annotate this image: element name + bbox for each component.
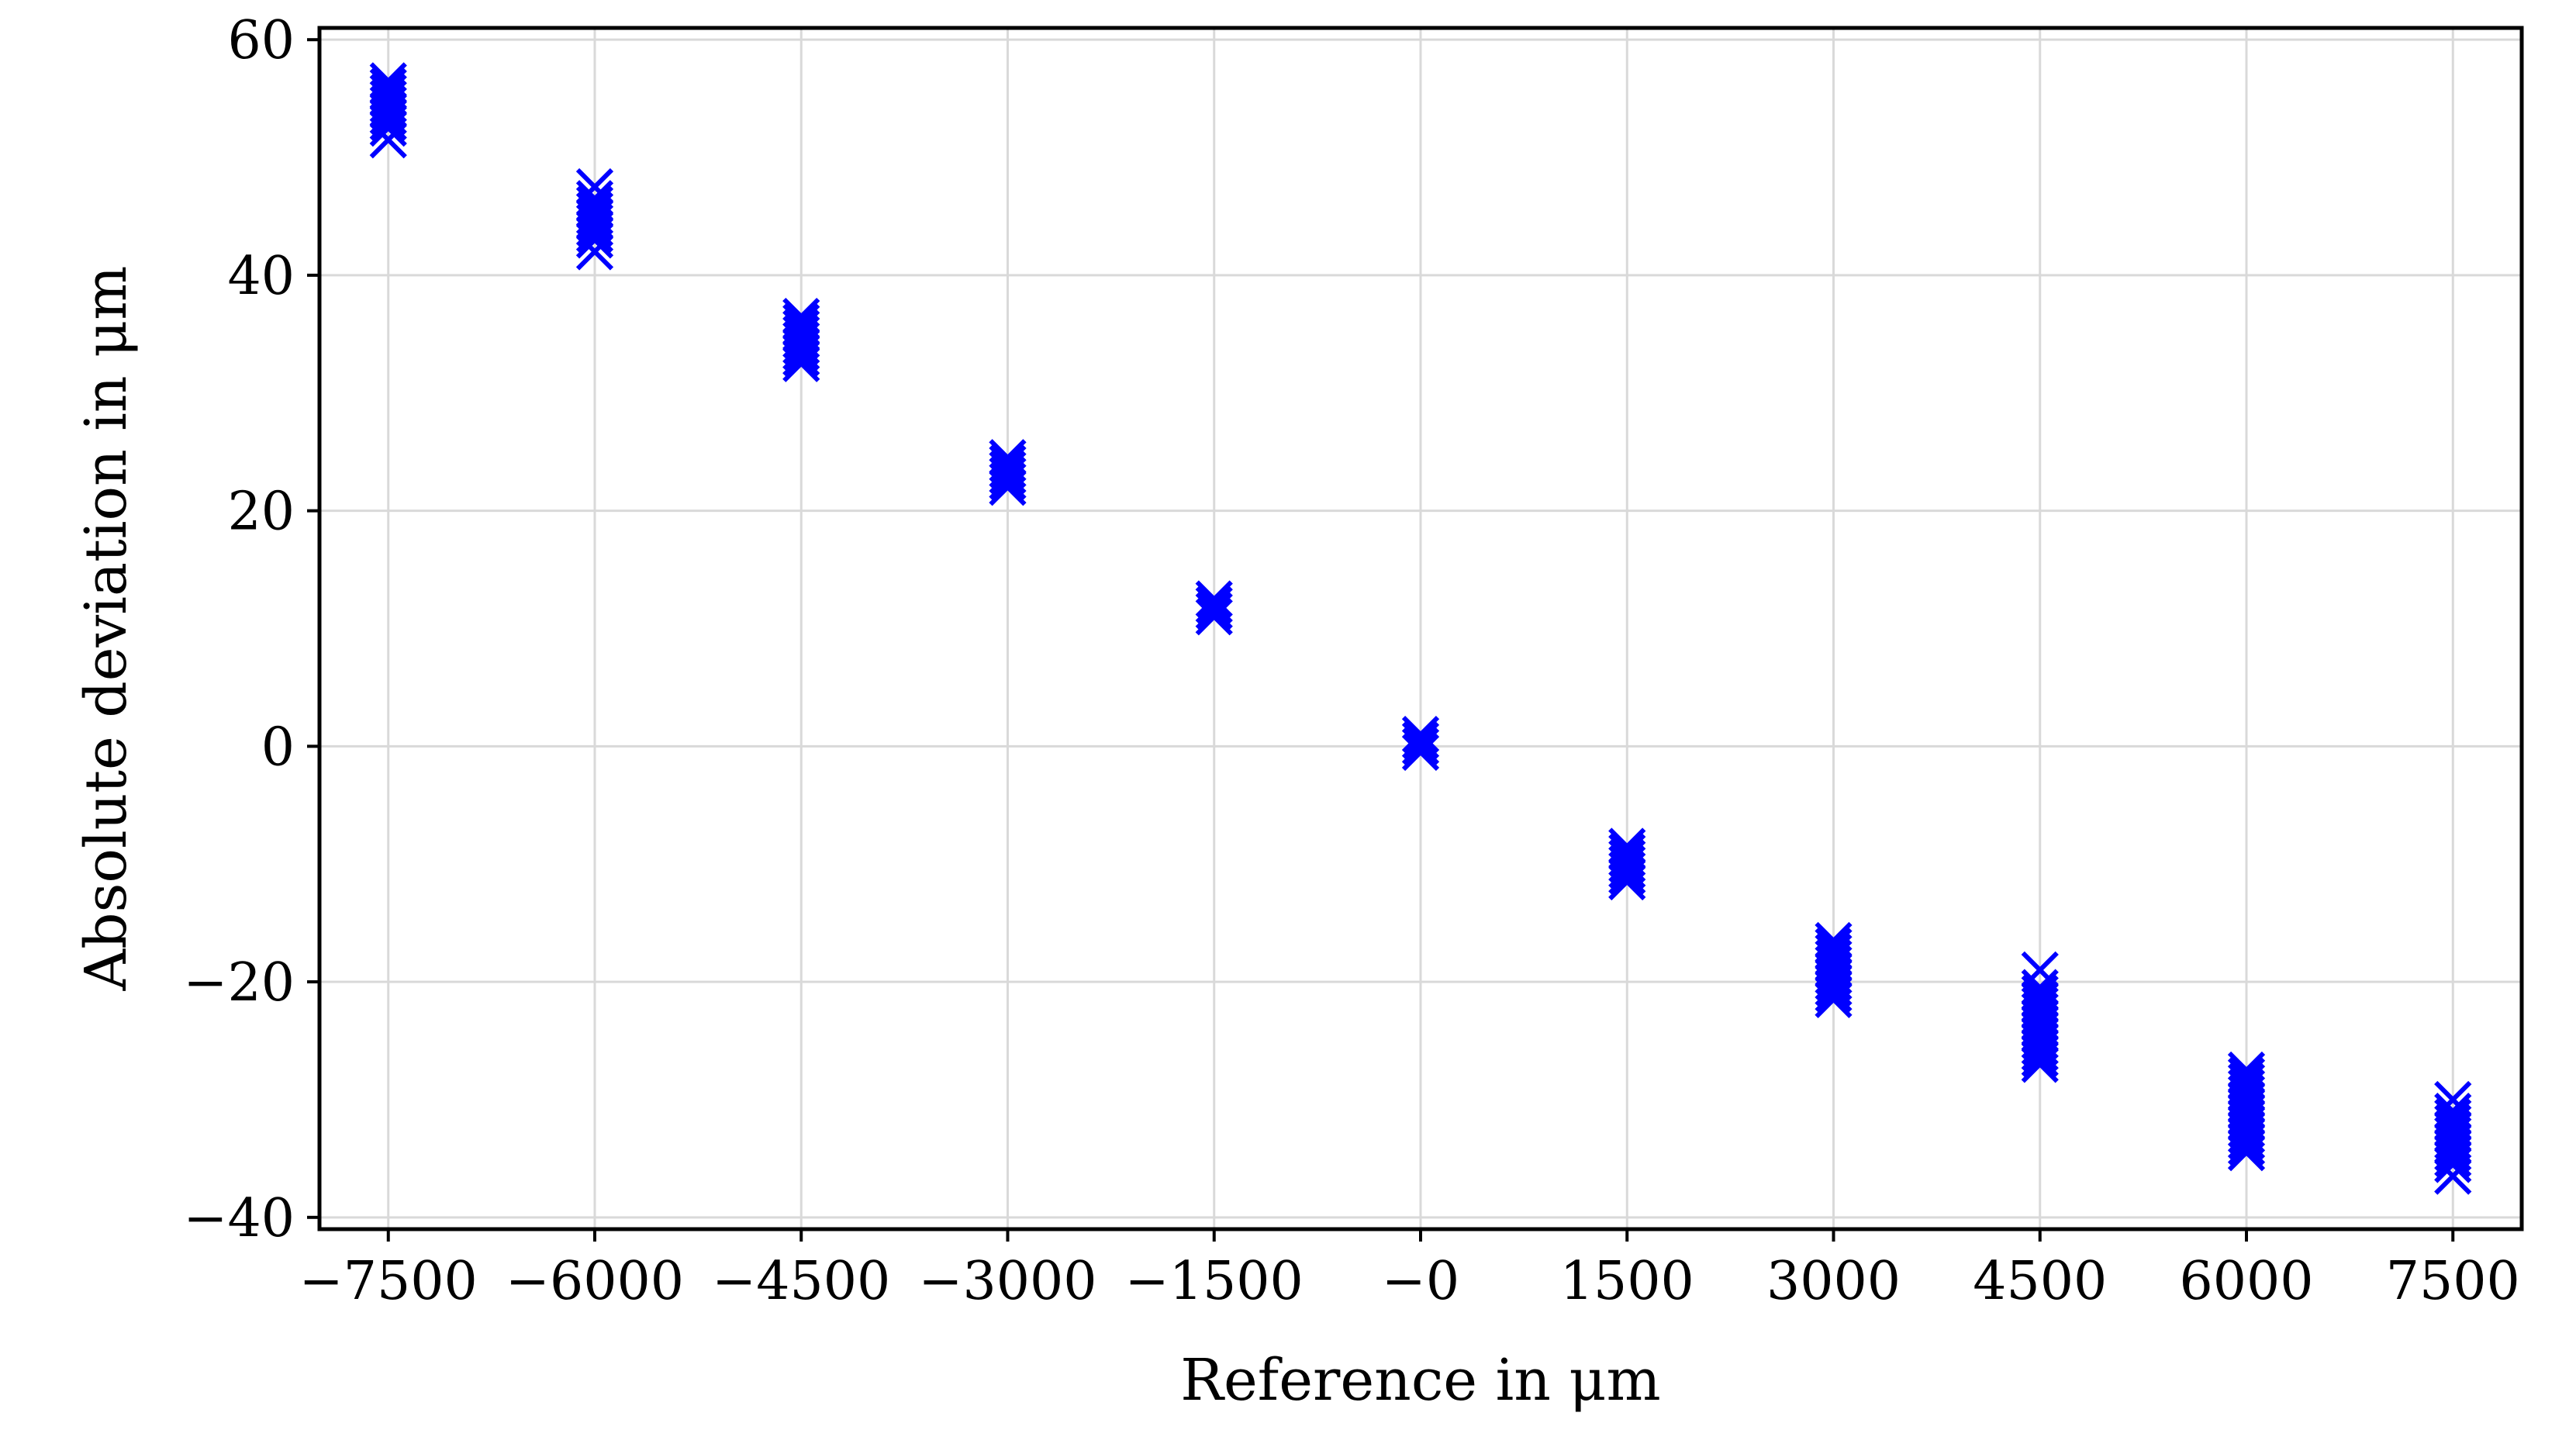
data-point-x-marker [1401,721,1440,759]
data-point-x-marker [782,315,820,353]
data-point-x-marker [782,303,820,341]
data-point-x-marker [2434,1080,2472,1119]
y-tick-label: 20 [227,482,295,543]
data-point-x-marker [782,309,820,347]
data-point-x-marker [2434,1110,2472,1148]
x-tick-label: −3000 [918,1251,1096,1312]
x-tick-label: −0 [1382,1251,1459,1312]
data-point-x-marker [575,185,614,223]
data-point-x-marker [2227,1057,2266,1095]
data-point-x-marker [2021,969,2059,1007]
data-point-x-marker [1608,833,1646,872]
x-axis-ticks: −7500 −6000 −4500 −3000 −1500 −0 1500 3000 4500 6… [299,1229,2520,1312]
y-tick-label: 0 [261,717,295,778]
y-tick-label: −40 [183,1188,295,1249]
data-point-x-marker [989,451,1027,489]
data-point-x-marker [369,62,407,100]
data-point-x-marker [1815,927,1853,965]
data-point-x-marker [1608,827,1646,865]
x-tick-label: 3000 [1766,1251,1901,1312]
data-point-x-marker [2021,980,2059,1018]
data-point-x-marker [2227,1051,2266,1090]
data-point-x-marker [369,67,407,106]
data-point-x-marker [575,197,614,236]
data-point-x-marker [989,439,1027,477]
x-tick-label: 7500 [2386,1251,2520,1312]
data-point-x-marker [575,168,614,206]
data-point-x-marker [782,297,820,336]
data-point-x-marker [369,79,407,118]
data-point-x-marker [1815,939,1853,977]
data-points [369,62,2472,1195]
data-point-x-marker [1195,598,1233,636]
data-point-x-marker [1195,592,1233,630]
y-tick-label: 40 [227,246,295,307]
data-point-x-marker [2227,1069,2266,1107]
y-tick-label: 60 [227,10,295,71]
data-point-x-marker [2021,986,2059,1024]
data-point-x-marker [1401,716,1440,754]
data-point-x-marker [1195,580,1233,618]
x-axis-label: Reference in μm [1180,1347,1660,1414]
y-axis-label: Absolute deviation in μm [73,266,140,992]
data-point-x-marker [1608,839,1646,877]
data-point-x-marker [1608,845,1646,883]
data-point-x-marker [2227,1063,2266,1101]
x-tick-label: 6000 [2179,1251,2313,1312]
data-point-x-marker [369,74,407,112]
y-tick-label: −20 [183,952,295,1014]
data-point-x-marker [1815,933,1853,972]
data-point-x-marker [2021,951,2059,990]
data-point-x-marker [1195,586,1233,624]
x-tick-label: 1500 [1560,1251,1694,1312]
data-point-x-marker [1401,733,1440,772]
data-point-x-marker [989,444,1027,483]
data-point-x-marker [2434,1093,2472,1131]
data-point-x-marker [1815,921,1853,960]
data-point-x-marker [1401,727,1440,765]
data-point-x-marker [575,180,614,218]
x-tick-label: 4500 [1973,1251,2107,1312]
y-axis-ticks: −40 −20 0 20 40 60 [183,10,319,1249]
x-tick-label: −6000 [506,1251,684,1312]
x-tick-label: −1500 [1125,1251,1304,1312]
data-point-x-marker [2434,1098,2472,1136]
x-tick-label: −4500 [712,1251,890,1312]
x-tick-label: −7500 [299,1251,478,1312]
grid-lines [319,28,2522,1229]
data-point-x-marker [989,456,1027,495]
